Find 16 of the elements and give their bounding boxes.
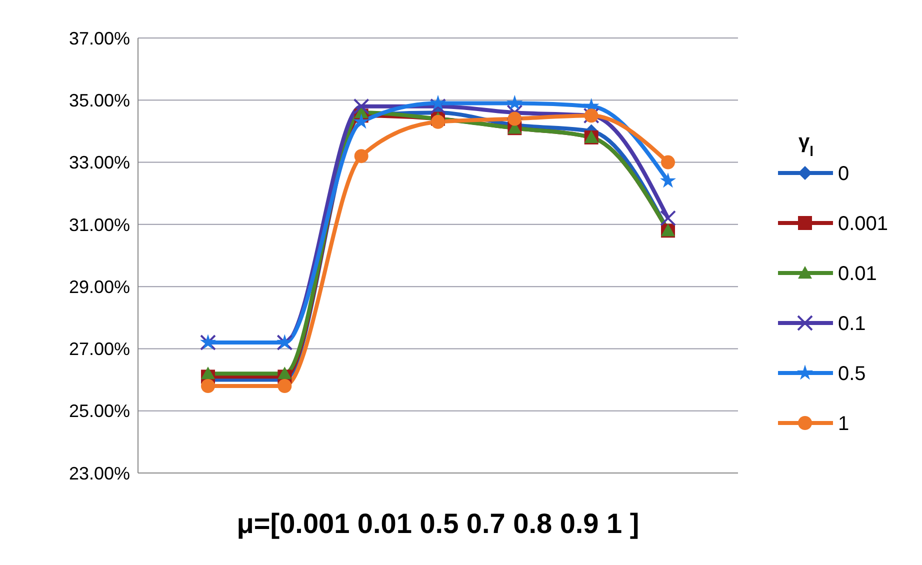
y-tick-label: 27.00% — [68, 339, 130, 360]
legend-label: 1 — [838, 413, 850, 435]
legend-label: 0.01 — [838, 263, 877, 285]
legend-label: 0.5 — [838, 363, 866, 385]
y-tick-label: 35.00% — [68, 90, 130, 111]
y-tick-label: 33.00% — [68, 152, 130, 173]
y-tick-label: 29.00% — [68, 276, 130, 297]
y-tick-label: 23.00% — [68, 463, 130, 484]
x-axis-title: μ=[0.001 0.01 0.5 0.7 0.8 0.9 1 ] — [236, 508, 640, 539]
y-tick-label: 37.00% — [68, 28, 130, 48]
y-tick-label: 31.00% — [68, 214, 130, 235]
legend-label: 0.001 — [838, 213, 888, 235]
y-tick-label: 25.00% — [68, 401, 130, 422]
legend-label: 0.1 — [838, 313, 866, 335]
legend-label: 0 — [838, 163, 850, 185]
legend-title: γ$_{l}$ — [798, 131, 814, 159]
